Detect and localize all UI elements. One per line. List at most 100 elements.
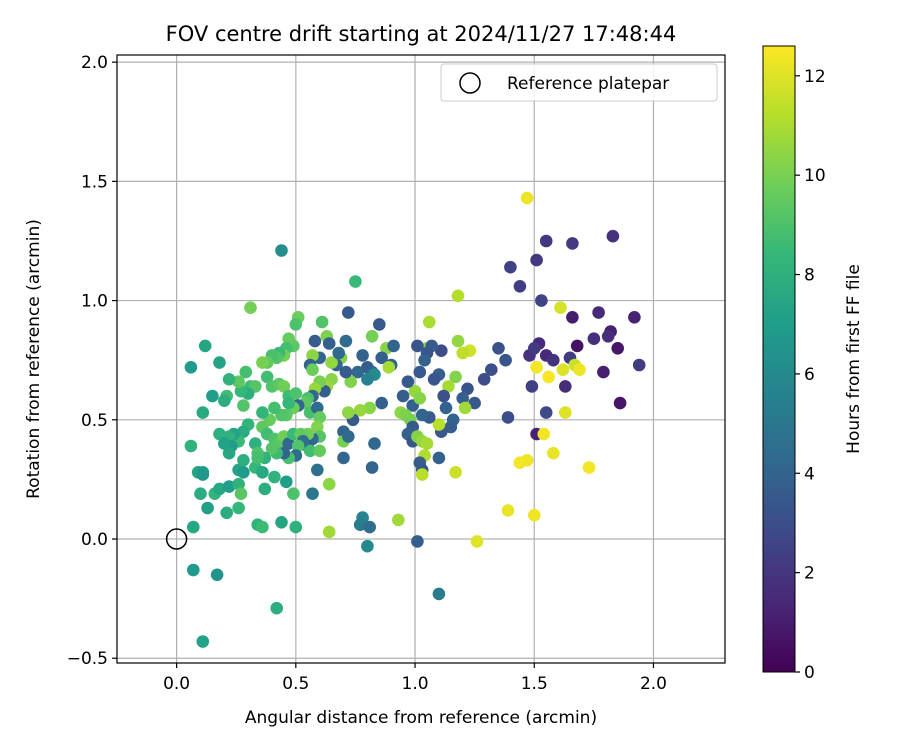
data-point bbox=[542, 370, 555, 384]
data-point bbox=[501, 411, 515, 424]
colorbar-tick-label: 8 bbox=[804, 266, 815, 286]
data-point bbox=[187, 520, 200, 534]
data-point bbox=[444, 420, 458, 434]
data-point bbox=[361, 373, 374, 386]
data-point bbox=[351, 365, 365, 379]
data-point bbox=[280, 475, 293, 489]
colorbar-gradient bbox=[762, 45, 796, 673]
data-point bbox=[256, 406, 269, 419]
x-tick-label: 0.0 bbox=[163, 674, 190, 694]
data-point bbox=[332, 346, 346, 360]
x-tick-label: 1.5 bbox=[521, 674, 548, 694]
data-point bbox=[458, 401, 472, 415]
data-point bbox=[504, 260, 517, 274]
data-point bbox=[363, 401, 377, 415]
data-point bbox=[420, 437, 434, 450]
data-point bbox=[437, 389, 451, 403]
data-point bbox=[222, 446, 236, 460]
data-point bbox=[528, 342, 541, 355]
data-point bbox=[415, 468, 429, 481]
y-tick-label: 0.0 bbox=[81, 530, 108, 550]
data-point bbox=[554, 301, 567, 315]
legend-box bbox=[440, 63, 718, 102]
data-point bbox=[432, 587, 446, 601]
data-point bbox=[492, 342, 505, 355]
data-point bbox=[449, 466, 462, 479]
y-tick-label: 1.5 bbox=[81, 172, 108, 192]
colorbar-tick-label: 6 bbox=[804, 365, 815, 385]
data-point bbox=[337, 451, 350, 465]
data-point bbox=[392, 513, 405, 527]
data-point bbox=[342, 430, 355, 443]
data-point bbox=[613, 396, 627, 410]
data-point bbox=[461, 382, 474, 396]
data-point bbox=[413, 392, 427, 405]
colorbar-tick-label: 12 bbox=[804, 67, 826, 87]
data-point bbox=[375, 351, 389, 365]
data-point bbox=[213, 482, 226, 496]
data-point bbox=[277, 380, 291, 393]
data-point bbox=[365, 330, 379, 343]
data-point bbox=[222, 373, 236, 386]
data-point bbox=[418, 353, 431, 367]
data-point bbox=[628, 311, 641, 324]
data-point bbox=[270, 601, 284, 615]
data-point bbox=[232, 477, 245, 491]
data-point bbox=[611, 342, 624, 355]
data-point bbox=[303, 444, 317, 458]
data-point bbox=[234, 487, 248, 501]
data-point bbox=[413, 365, 427, 379]
data-point bbox=[256, 356, 269, 369]
data-point bbox=[528, 508, 541, 522]
data-point bbox=[375, 396, 389, 410]
data-point bbox=[275, 516, 288, 529]
data-point bbox=[218, 394, 231, 408]
data-point bbox=[210, 568, 224, 582]
data-point bbox=[196, 406, 210, 419]
data-point bbox=[232, 375, 245, 389]
data-point bbox=[451, 289, 465, 303]
data-point bbox=[249, 437, 262, 450]
data-point bbox=[356, 349, 369, 362]
colorbar-tick-label: 4 bbox=[804, 464, 815, 484]
data-point bbox=[582, 461, 596, 474]
reference-marker-layer bbox=[165, 528, 188, 550]
data-point bbox=[559, 406, 572, 419]
data-point bbox=[520, 454, 534, 467]
data-point bbox=[339, 334, 353, 348]
data-point bbox=[218, 437, 231, 450]
data-point bbox=[501, 504, 515, 517]
data-point bbox=[268, 470, 281, 484]
data-point bbox=[237, 425, 250, 439]
data-point bbox=[275, 244, 288, 257]
legend-reference-marker bbox=[459, 72, 481, 94]
data-point bbox=[573, 363, 586, 377]
data-point bbox=[260, 370, 274, 384]
data-point bbox=[477, 373, 491, 386]
data-point bbox=[396, 389, 410, 403]
data-point bbox=[423, 315, 436, 329]
data-point bbox=[435, 344, 448, 358]
data-point bbox=[387, 339, 400, 353]
data-point bbox=[520, 191, 534, 205]
data-point bbox=[456, 346, 470, 360]
data-point bbox=[287, 487, 300, 501]
data-point bbox=[547, 446, 560, 460]
data-point bbox=[601, 330, 615, 343]
legend: Reference platepar bbox=[440, 63, 718, 102]
data-point bbox=[306, 363, 319, 377]
legend-label: Reference platepar bbox=[507, 74, 669, 94]
data-point bbox=[353, 404, 367, 417]
data-point bbox=[353, 518, 367, 531]
data-point bbox=[213, 427, 226, 441]
data-point bbox=[513, 280, 527, 293]
data-point bbox=[339, 365, 353, 379]
colorbar-tick-label: 0 bbox=[804, 663, 815, 683]
data-point bbox=[468, 396, 481, 410]
data-point bbox=[530, 253, 543, 267]
data-point bbox=[537, 427, 551, 441]
data-point bbox=[322, 525, 336, 539]
chart-title: FOV centre drift starting at 2024/11/27 … bbox=[166, 22, 677, 46]
data-point bbox=[194, 487, 207, 501]
